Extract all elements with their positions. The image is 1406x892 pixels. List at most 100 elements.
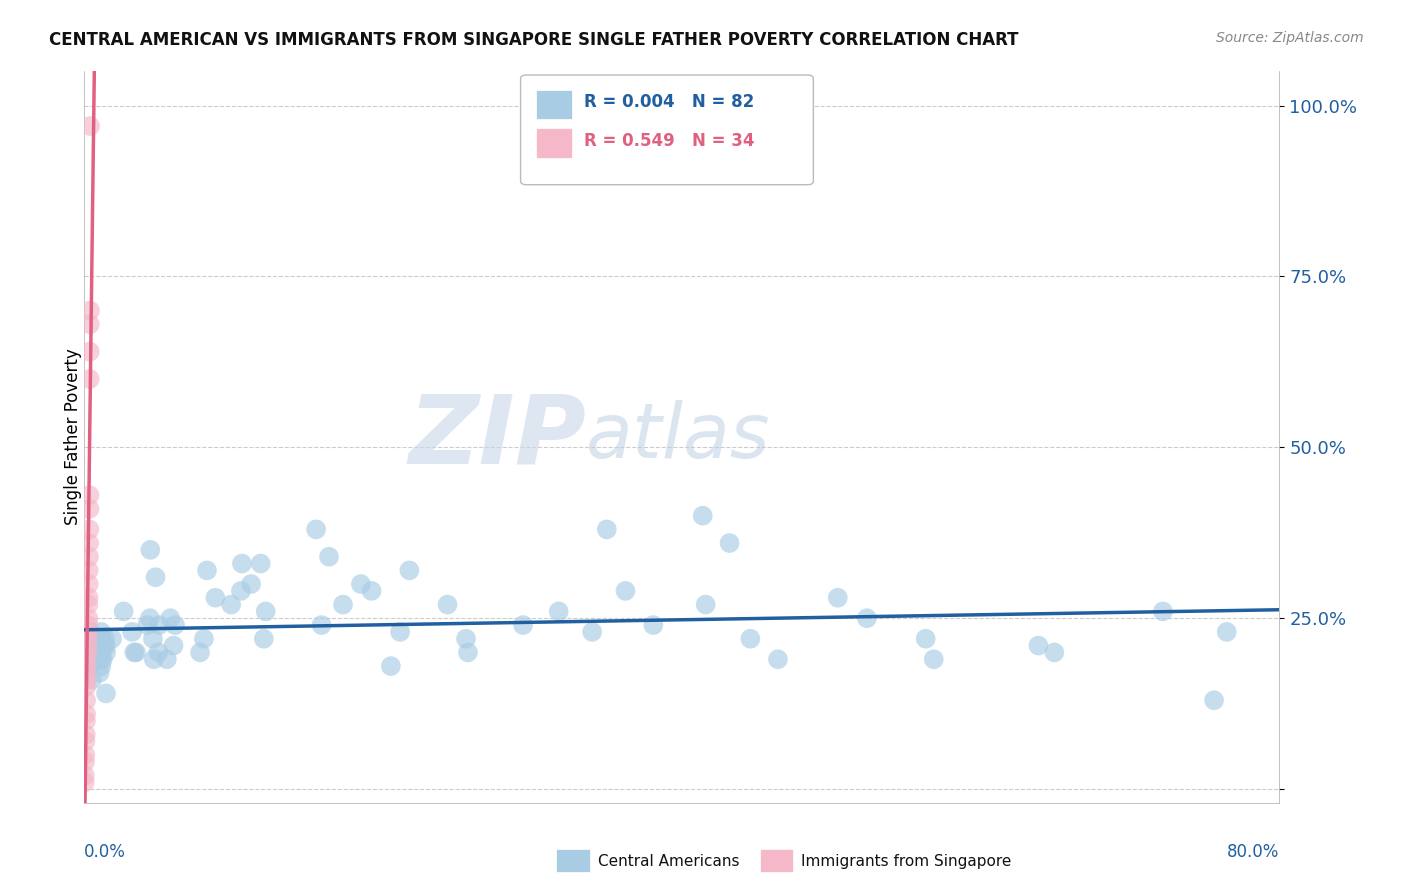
Point bbox=[142, 652, 165, 666]
Point bbox=[856, 611, 879, 625]
Point bbox=[76, 639, 98, 653]
Point bbox=[90, 624, 112, 639]
Point bbox=[240, 577, 263, 591]
Point bbox=[79, 624, 101, 639]
Point bbox=[79, 522, 101, 536]
Point bbox=[718, 536, 741, 550]
Point bbox=[454, 632, 477, 646]
Point bbox=[581, 624, 603, 639]
Point bbox=[75, 727, 97, 741]
Point bbox=[142, 632, 165, 646]
Point bbox=[79, 488, 101, 502]
Point bbox=[77, 624, 100, 639]
Point bbox=[136, 618, 159, 632]
Point bbox=[90, 659, 112, 673]
Point bbox=[79, 344, 101, 359]
Point bbox=[82, 645, 104, 659]
Point bbox=[77, 618, 100, 632]
Point bbox=[79, 119, 101, 133]
Point bbox=[1043, 645, 1066, 659]
Point bbox=[122, 645, 145, 659]
Point bbox=[90, 632, 112, 646]
Point bbox=[90, 652, 112, 666]
Point bbox=[77, 611, 100, 625]
Point bbox=[398, 563, 420, 577]
Point bbox=[914, 632, 936, 646]
Point bbox=[89, 645, 111, 659]
Point bbox=[695, 598, 717, 612]
Point bbox=[94, 632, 117, 646]
Point bbox=[692, 508, 714, 523]
Point bbox=[512, 618, 534, 632]
Point bbox=[75, 673, 97, 687]
Point bbox=[91, 652, 114, 666]
Point bbox=[389, 624, 412, 639]
Point bbox=[121, 624, 143, 639]
FancyBboxPatch shape bbox=[536, 128, 572, 158]
Text: CENTRAL AMERICAN VS IMMIGRANTS FROM SINGAPORE SINGLE FATHER POVERTY CORRELATION : CENTRAL AMERICAN VS IMMIGRANTS FROM SING… bbox=[49, 31, 1019, 49]
Point bbox=[332, 598, 354, 612]
Point bbox=[76, 652, 98, 666]
Point bbox=[89, 632, 111, 646]
Point bbox=[436, 598, 458, 612]
Point bbox=[77, 591, 100, 605]
Text: atlas: atlas bbox=[586, 401, 770, 474]
Point bbox=[75, 680, 97, 694]
Point bbox=[79, 659, 101, 673]
Point bbox=[350, 577, 373, 591]
Point bbox=[766, 652, 789, 666]
Point bbox=[77, 536, 100, 550]
Text: 0.0%: 0.0% bbox=[84, 843, 127, 861]
Point bbox=[156, 652, 179, 666]
Point bbox=[76, 645, 98, 659]
Point bbox=[1215, 624, 1237, 639]
Y-axis label: Single Father Poverty: Single Father Poverty bbox=[65, 349, 82, 525]
Point bbox=[77, 645, 100, 659]
Point bbox=[87, 639, 110, 653]
Point bbox=[125, 645, 148, 659]
Point bbox=[922, 652, 945, 666]
FancyBboxPatch shape bbox=[759, 849, 793, 872]
Point bbox=[253, 632, 276, 646]
Point bbox=[101, 632, 124, 646]
Point bbox=[82, 673, 104, 687]
Point bbox=[77, 549, 100, 564]
Text: Central Americans: Central Americans bbox=[599, 854, 740, 869]
Point bbox=[148, 645, 170, 659]
Text: R = 0.549   N = 34: R = 0.549 N = 34 bbox=[583, 132, 755, 150]
Text: R = 0.004   N = 82: R = 0.004 N = 82 bbox=[583, 93, 754, 112]
Point bbox=[73, 768, 96, 782]
Point bbox=[145, 570, 167, 584]
Point bbox=[77, 598, 100, 612]
Point bbox=[75, 693, 97, 707]
Point bbox=[204, 591, 226, 605]
Point bbox=[159, 611, 181, 625]
Point bbox=[193, 632, 215, 646]
Point bbox=[1152, 604, 1174, 618]
Point bbox=[596, 522, 619, 536]
FancyBboxPatch shape bbox=[536, 90, 572, 119]
Point bbox=[360, 583, 382, 598]
Point bbox=[457, 645, 479, 659]
Point bbox=[254, 604, 277, 618]
Point bbox=[79, 318, 101, 332]
Point bbox=[219, 598, 242, 612]
Point bbox=[75, 659, 97, 673]
Point bbox=[643, 618, 665, 632]
Point bbox=[148, 618, 170, 632]
Text: 80.0%: 80.0% bbox=[1227, 843, 1279, 861]
Point bbox=[112, 604, 135, 618]
Point bbox=[77, 577, 100, 591]
Point bbox=[79, 501, 101, 516]
Point bbox=[90, 645, 112, 659]
Point bbox=[94, 639, 117, 653]
Point bbox=[139, 611, 162, 625]
Point bbox=[195, 563, 218, 577]
Point bbox=[380, 659, 402, 673]
Point bbox=[311, 618, 333, 632]
FancyBboxPatch shape bbox=[520, 75, 814, 185]
Point bbox=[827, 591, 849, 605]
Point bbox=[1202, 693, 1225, 707]
Point bbox=[318, 549, 340, 564]
Point bbox=[94, 686, 117, 700]
